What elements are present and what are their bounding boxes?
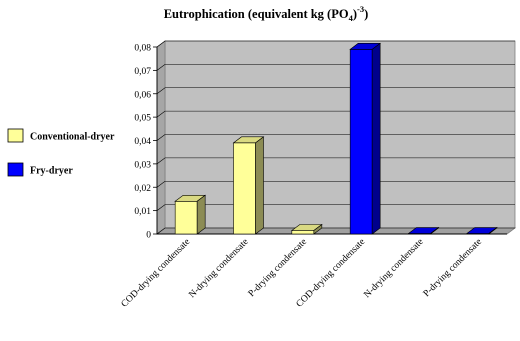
plot-floor <box>155 227 517 235</box>
y-tick-label: 0 <box>146 231 151 241</box>
x-tick-label: P-drying condensate <box>247 237 309 299</box>
bar-side <box>371 42 381 235</box>
gridline <box>156 110 515 118</box>
legend-swatch <box>7 162 24 177</box>
bar-side <box>430 226 439 235</box>
bar-side <box>313 223 323 235</box>
bar <box>349 42 382 235</box>
gridline <box>156 157 515 165</box>
bar <box>465 226 498 235</box>
legend-label: Fry-dryer <box>30 166 73 177</box>
bar <box>232 136 265 235</box>
bar-front <box>291 230 315 235</box>
y-tick-label: 0,05 <box>134 114 151 124</box>
gridline <box>156 64 515 71</box>
chart-title-text: Eutrophication (equivalent kg (PO <box>164 7 349 21</box>
bar <box>290 223 323 235</box>
y-tick-label: 0,08 <box>134 44 151 54</box>
chart-title-subscript: 4 <box>349 13 354 23</box>
chart-title-end: ) <box>364 7 368 21</box>
chart-title: Eutrophication (equivalent kg (PO4)-3) <box>164 4 369 23</box>
bar <box>174 194 207 235</box>
gridline <box>156 40 515 48</box>
gridline <box>156 87 515 94</box>
bar-side <box>196 194 206 235</box>
x-tick-label: COD-drying condensate <box>120 237 193 310</box>
chart-title-superscript: -3 <box>357 4 364 14</box>
x-tick-label: N-drying condensate <box>362 237 425 300</box>
y-tick-label: 0,07 <box>134 67 151 77</box>
x-tick-label: P-drying condensate <box>422 237 484 299</box>
y-tick-label: 0,06 <box>134 90 151 100</box>
bar <box>407 226 440 235</box>
bar-front <box>349 49 373 235</box>
y-tick-label: 0,03 <box>134 160 151 170</box>
x-tick-label: COD-drying condensate <box>295 237 368 310</box>
y-tick-label: 0,04 <box>134 137 151 147</box>
legend-swatch <box>7 128 24 143</box>
y-tick-label: 0,02 <box>134 184 151 194</box>
chart-title-close: ) <box>353 7 357 21</box>
bar-side <box>255 136 264 235</box>
y-tick-label: 0,01 <box>134 207 151 217</box>
gridline <box>156 204 515 211</box>
bar-front <box>174 200 198 235</box>
gridline <box>156 180 515 188</box>
legend-label: Conventional-dryer <box>30 132 115 143</box>
gridline <box>156 134 515 141</box>
gridline <box>156 227 515 235</box>
bar-front <box>233 142 256 235</box>
bar-side <box>488 226 498 235</box>
x-tick-label: N-drying condensate <box>187 237 250 300</box>
